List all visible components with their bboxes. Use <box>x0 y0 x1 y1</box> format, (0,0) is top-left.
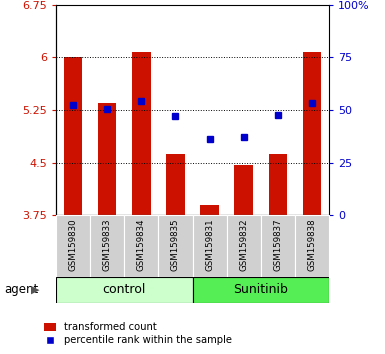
Bar <box>295 215 329 277</box>
Bar <box>268 154 287 215</box>
Text: ▶: ▶ <box>31 285 40 295</box>
Bar <box>90 215 124 277</box>
Text: GSM159830: GSM159830 <box>69 218 77 271</box>
Text: GSM159837: GSM159837 <box>273 218 283 271</box>
Text: GSM159835: GSM159835 <box>171 218 180 271</box>
Bar <box>166 154 185 215</box>
Text: GSM159832: GSM159832 <box>239 218 248 271</box>
Text: GSM159834: GSM159834 <box>137 218 146 271</box>
Bar <box>234 165 253 215</box>
Bar <box>124 215 158 277</box>
Bar <box>261 215 295 277</box>
Bar <box>98 103 117 215</box>
Legend: transformed count, percentile rank within the sample: transformed count, percentile rank withi… <box>44 322 231 346</box>
Bar <box>56 215 90 277</box>
Text: GSM159838: GSM159838 <box>308 218 316 271</box>
Bar <box>158 215 192 277</box>
Text: control: control <box>102 284 146 296</box>
Bar <box>192 215 227 277</box>
Bar <box>227 215 261 277</box>
Text: agent: agent <box>4 284 38 296</box>
Bar <box>303 52 321 215</box>
Text: GSM159833: GSM159833 <box>102 218 112 271</box>
Text: Sunitinib: Sunitinib <box>233 284 288 296</box>
Bar <box>132 52 151 215</box>
Text: GSM159831: GSM159831 <box>205 218 214 271</box>
Bar <box>56 277 192 303</box>
Bar <box>192 277 329 303</box>
Bar <box>200 205 219 215</box>
Bar <box>64 57 82 215</box>
